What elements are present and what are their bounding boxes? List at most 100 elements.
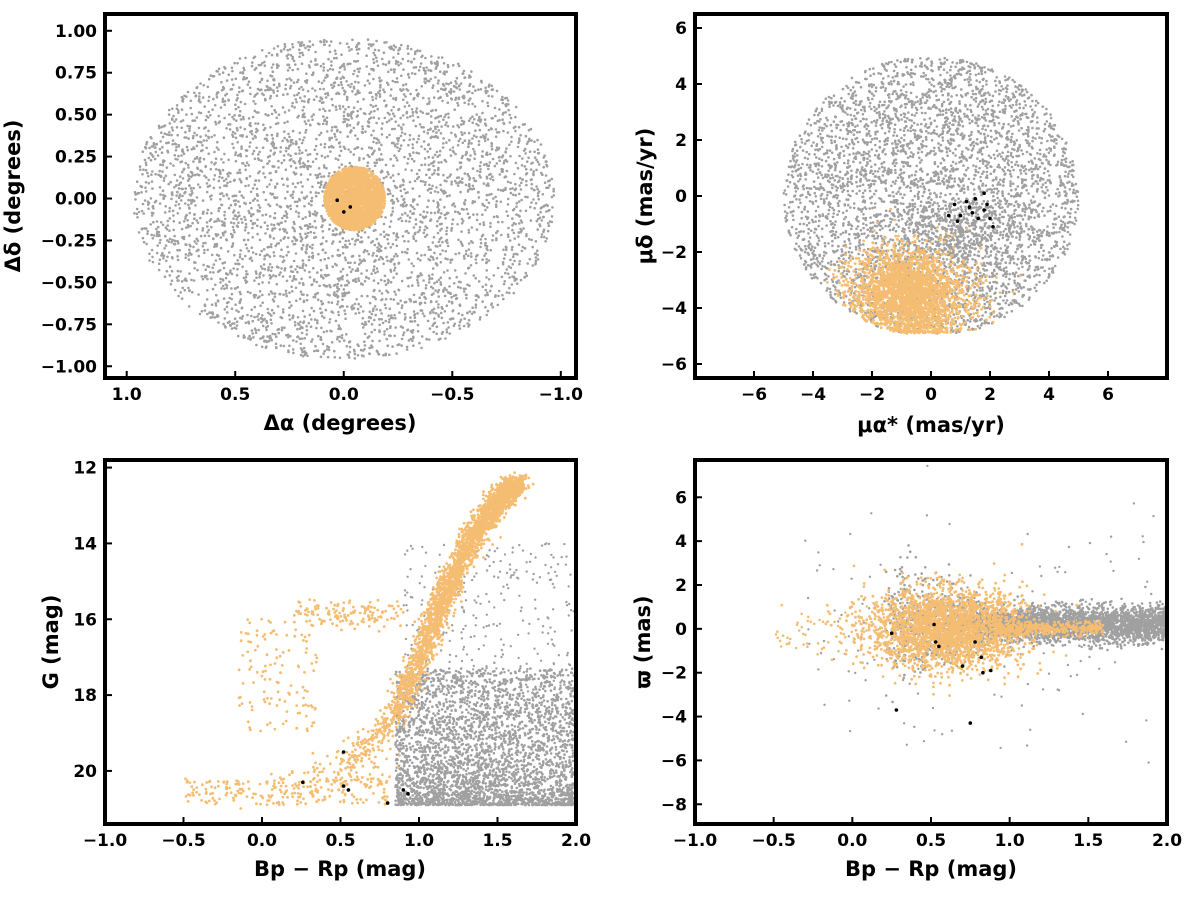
scatter-point-field	[401, 338, 404, 341]
scatter-point-field	[273, 84, 276, 87]
scatter-point-field	[286, 191, 289, 194]
scatter-point-field	[360, 236, 363, 239]
scatter-point-field	[389, 158, 392, 161]
scatter-point-field	[303, 315, 306, 318]
scatter-point-field	[490, 249, 493, 252]
scatter-point-field	[497, 295, 500, 298]
scatter-point-field	[457, 286, 460, 289]
scatter-point-field	[403, 240, 406, 243]
scatter-point-field	[412, 344, 415, 347]
scatter-point-field	[416, 173, 419, 176]
scatter-point-field	[319, 259, 322, 262]
figure: 1.0 0.5 0.0 −0.5 −1.0−1.00−0.75−0.50−0.250.0…	[0, 0, 1200, 900]
scatter-point-field	[251, 133, 254, 136]
scatter-point-field	[285, 290, 288, 293]
scatter-point-field	[319, 186, 322, 189]
scatter-point-field	[261, 314, 264, 317]
scatter-point-field	[380, 153, 383, 156]
scatter-point-field	[270, 314, 273, 317]
scatter-point-field	[379, 309, 382, 312]
scatter-point-field	[492, 234, 495, 237]
scatter-point-field	[473, 157, 476, 160]
scatter-point-field	[246, 273, 249, 276]
scatter-point-field	[367, 79, 370, 82]
scatter-point-field	[440, 125, 443, 128]
scatter-point-field	[270, 270, 273, 273]
scatter-point-field	[248, 80, 251, 83]
scatter-point-field	[326, 116, 329, 119]
scatter-point-field	[462, 142, 465, 145]
scatter-point-field	[254, 306, 257, 309]
scatter-point-field	[144, 186, 147, 189]
scatter-point-field	[256, 199, 259, 202]
scatter-point-field	[437, 79, 440, 82]
scatter-point-field	[247, 210, 250, 213]
scatter-point-field	[413, 237, 416, 240]
scatter-point-field	[349, 86, 352, 89]
scatter-point-field	[480, 88, 483, 91]
scatter-point-field	[392, 207, 395, 210]
scatter-point-field	[212, 98, 215, 101]
scatter-point-field	[262, 166, 265, 169]
scatter-point-field	[240, 218, 243, 221]
scatter-point-field	[401, 195, 404, 198]
scatter-point-field	[206, 221, 209, 224]
scatter-point-field	[321, 155, 324, 158]
scatter-point-field	[287, 251, 290, 254]
scatter-point-field	[218, 73, 221, 76]
scatter-point-field	[330, 60, 333, 63]
scatter-point-field	[403, 331, 406, 334]
scatter-point-field	[479, 223, 482, 226]
scatter-point-field	[150, 159, 153, 162]
scatter-point-field	[159, 258, 162, 261]
scatter-point-field	[484, 242, 487, 245]
scatter-point-field	[541, 219, 544, 222]
scatter-point-field	[239, 57, 242, 60]
scatter-point-field	[159, 186, 162, 189]
scatter-point-field	[142, 237, 145, 240]
scatter-point-field	[438, 217, 441, 220]
scatter-point-field	[337, 84, 340, 87]
scatter-point-field	[343, 93, 346, 96]
scatter-point-field	[375, 308, 378, 311]
scatter-point-field	[484, 306, 487, 309]
scatter-point-field	[158, 263, 161, 266]
scatter-point-field	[233, 222, 236, 225]
scatter-point-field	[413, 208, 416, 211]
scatter-point-field	[164, 235, 167, 238]
scatter-point-field	[322, 277, 325, 280]
scatter-point-field	[327, 301, 330, 304]
scatter-point-field	[471, 103, 474, 106]
scatter-point-field	[352, 73, 355, 76]
scatter-point-field	[261, 294, 264, 297]
scatter-point-field	[420, 164, 423, 167]
scatter-point-field	[393, 128, 396, 131]
scatter-point-field	[385, 256, 388, 259]
scatter-point-field	[207, 130, 210, 133]
scatter-point-field	[315, 95, 318, 98]
scatter-point-field	[265, 329, 268, 332]
scatter-point-field	[306, 299, 309, 302]
scatter-point-field	[483, 163, 486, 166]
scatter-point-field	[452, 64, 455, 67]
scatter-point-field	[349, 262, 352, 265]
scatter-point-field	[244, 229, 247, 232]
scatter-point-field	[395, 272, 398, 275]
scatter-point-field	[504, 272, 507, 275]
scatter-point-field	[301, 248, 304, 251]
scatter-point-field	[496, 200, 499, 203]
scatter-point-field	[464, 154, 467, 157]
scatter-point-field	[314, 220, 317, 223]
scatter-point-field	[377, 64, 380, 67]
scatter-point-field	[206, 231, 209, 234]
scatter-point-field	[295, 98, 298, 101]
scatter-point-field	[375, 142, 378, 145]
scatter-point-field	[252, 153, 255, 156]
scatter-point-field	[484, 118, 487, 121]
scatter-point-field	[146, 233, 149, 236]
scatter-point-field	[211, 303, 214, 306]
scatter-point-field	[438, 120, 441, 123]
scatter-point-field	[163, 179, 166, 182]
scatter-point-field	[223, 180, 226, 183]
scatter-point-field	[231, 78, 234, 81]
